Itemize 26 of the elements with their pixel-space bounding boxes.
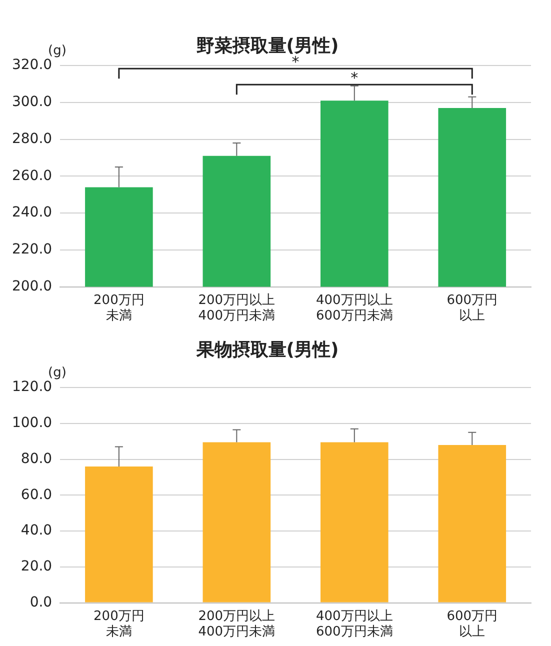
y-tick-label: 0.0 (30, 594, 52, 610)
y-tick-label: 260.0 (12, 168, 52, 184)
y-tick-label: 240.0 (12, 204, 52, 221)
y-axis-title: (g) (48, 43, 66, 58)
x-tick-label: 400万円以上600万円未満 (316, 608, 393, 640)
y-axis-title: (g) (48, 365, 66, 380)
y-tick-label: 40.0 (20, 522, 52, 539)
y-tick-label: 120.0 (12, 379, 52, 396)
x-tick-label: 200万円未満 (94, 292, 144, 324)
x-tick-label: 200万円以上400万円未満 (198, 292, 276, 324)
annotation: * (350, 68, 359, 87)
y-tick-label: 320.0 (12, 57, 52, 74)
x-tick-label: 200万円以上400万円未満 (198, 608, 276, 640)
x-tick-label: 200万円未満 (94, 608, 144, 640)
y-tick-label: 280.0 (12, 130, 52, 147)
y-tick-label: 20.0 (20, 558, 52, 575)
y-tick-label: 220.0 (12, 242, 52, 258)
x-tick-label: 400万円以上600万円未満 (316, 292, 393, 324)
y-tick-label: 80.0 (20, 450, 52, 467)
y-tick-label: 300.0 (12, 94, 52, 110)
y-tick-label: 200.0 (12, 278, 52, 294)
x-tick-label: 600万円以上 (446, 292, 498, 324)
chart-title: 果物摂取量(男性) (195, 339, 339, 360)
y-tick-label: 100.0 (12, 415, 52, 432)
x-tick-label: 600万円以上 (446, 608, 498, 640)
y-tick-label: 60.0 (20, 486, 52, 503)
